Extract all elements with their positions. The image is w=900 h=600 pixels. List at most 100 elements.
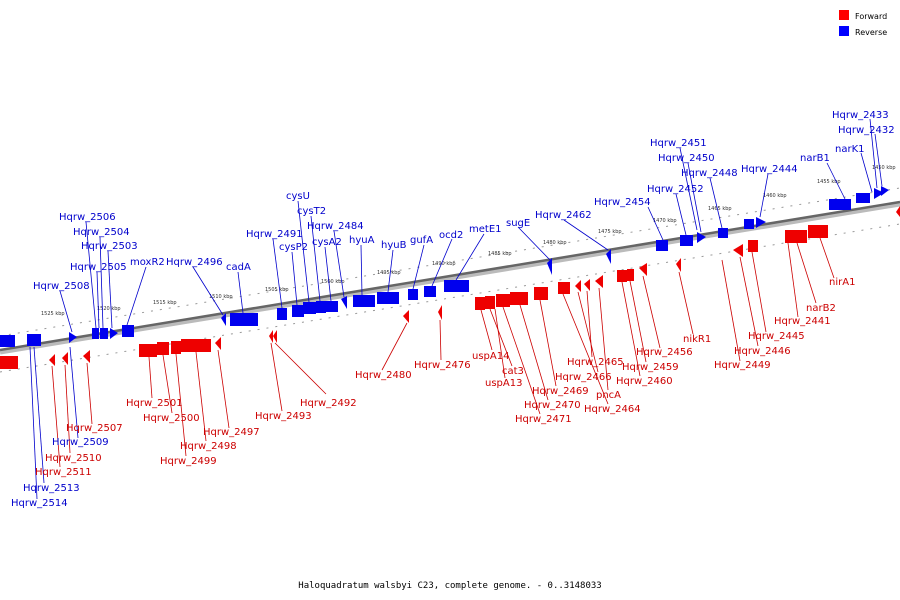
- gene-reverse: [881, 186, 889, 196]
- gene-forward: [215, 337, 221, 350]
- gene-label: Hqrw_2480: [355, 370, 412, 381]
- leader-line: [721, 259, 741, 362]
- gene-forward: [83, 350, 90, 363]
- gene-forward: [403, 310, 409, 323]
- gene-label: Hqrw_2492: [300, 398, 357, 409]
- gene-label: Hqrw_2510: [45, 453, 102, 464]
- gene-reverse: [277, 308, 287, 320]
- gene-reverse: [547, 258, 552, 275]
- gene-forward: [139, 344, 157, 357]
- genome-caption: Haloquadratum walsbyi C23, complete geno…: [298, 581, 601, 591]
- gene-forward: [273, 330, 277, 343]
- forward-gene-labels: nirA1 narB2 Hqrw_2441 Hqrw_2445 Hqrw_244…: [35, 277, 855, 478]
- gene-label: hyuB: [381, 240, 407, 251]
- gene-reverse: [92, 328, 99, 339]
- gene-label: uspA13: [485, 378, 522, 389]
- gene-label: Hqrw_2432: [838, 125, 895, 136]
- gene-reverse: [316, 301, 326, 313]
- leader-line: [272, 238, 283, 309]
- gene-reverse: [100, 328, 108, 339]
- gene-forward: [896, 206, 900, 217]
- gene-label: cysA2: [312, 237, 342, 248]
- gene-label: metE1: [469, 224, 502, 235]
- leader-line: [819, 237, 835, 279]
- legend: Forward Reverse: [839, 10, 887, 37]
- gene-reverse: [110, 328, 118, 339]
- leader-line: [598, 287, 609, 391]
- leader-line: [69, 346, 79, 439]
- leader-line: [874, 133, 883, 187]
- gene-label: pncA: [596, 390, 621, 401]
- gene-label: ocd2: [439, 230, 463, 241]
- gene-label: Hqrw_2433: [832, 110, 889, 121]
- gene-reverse: [744, 219, 754, 229]
- leader-line: [270, 342, 283, 412]
- gene-label: Hqrw_2504: [73, 227, 130, 238]
- gene-forward: [496, 294, 510, 307]
- gene-forward: [617, 270, 627, 282]
- gene-forward: [269, 330, 273, 343]
- gene-forward: [62, 352, 68, 365]
- gene-label: hyuA: [349, 235, 375, 246]
- gene-label: Hqrw_2501: [126, 398, 183, 409]
- gene-label: cysP2: [279, 242, 308, 253]
- gene-label: Hqrw_2441: [774, 316, 831, 327]
- gene-forward: [181, 339, 211, 352]
- gene-reverse: [230, 313, 258, 326]
- leader-line: [107, 250, 113, 329]
- leader-line: [324, 246, 332, 302]
- gene-reverse: [756, 217, 766, 228]
- gene-reverse: [680, 235, 693, 246]
- gene-label: Hqrw_2493: [255, 411, 312, 422]
- gene-label: Hqrw_2471: [515, 414, 572, 425]
- leader-line: [237, 271, 244, 314]
- gene-label: Hqrw_2497: [203, 427, 260, 438]
- leader-line: [562, 293, 609, 405]
- leader-line: [217, 349, 230, 429]
- gene-label: cysT2: [297, 206, 326, 217]
- reverse-leader-lines: [29, 118, 883, 500]
- gene-forward: [534, 287, 548, 300]
- gene-label: cat3: [502, 366, 524, 377]
- leader-line: [687, 162, 702, 233]
- gene-reverse: [874, 188, 884, 199]
- gene-forward: [438, 305, 442, 320]
- gene-forward: [510, 292, 528, 305]
- forward-genes: [0, 206, 900, 369]
- gene-reverse: [221, 313, 226, 326]
- leader-line: [96, 271, 100, 329]
- gene-label: Hqrw_2449: [714, 360, 771, 371]
- tick-labels: 1450 kbp 1455 kbp 1460 kbp 1465 kbp 1470…: [41, 165, 896, 317]
- leader-line: [577, 291, 599, 373]
- gene-label: Hqrw_2507: [66, 423, 123, 434]
- gene-label: Hqrw_2444: [741, 164, 798, 175]
- gene-reverse: [122, 325, 134, 337]
- leader-line: [291, 251, 298, 306]
- gene-forward: [558, 282, 570, 294]
- tick-label: 1480 kbp: [543, 240, 567, 246]
- gene-label: Hqrw_2452: [647, 184, 704, 195]
- gene-label: narB2: [806, 303, 836, 314]
- gene-reverse: [292, 305, 304, 317]
- gene-forward: [475, 297, 485, 310]
- gene-label: Hqrw_2460: [616, 376, 673, 387]
- leader-line: [860, 152, 873, 193]
- gene-label: nirA1: [829, 277, 855, 288]
- leader-line: [629, 280, 647, 363]
- gene-forward: [171, 341, 181, 354]
- gene-label: Hqrw_2499: [160, 456, 217, 467]
- leader-line: [586, 290, 593, 358]
- gene-forward: [157, 342, 169, 355]
- gene-label: narK1: [835, 144, 865, 155]
- gene-label: Hqrw_2469: [532, 386, 589, 397]
- gene-label: cysU: [286, 191, 310, 202]
- gene-reverse: [606, 249, 611, 264]
- legend-reverse-swatch: [839, 26, 849, 36]
- gene-label: nikR1: [683, 334, 711, 345]
- gene-label: Hqrw_2459: [622, 362, 679, 373]
- gene-label: uspA14: [472, 351, 509, 362]
- tick-label: 1500 kbp: [321, 279, 345, 285]
- leader-line: [751, 251, 767, 333]
- gene-label: Hqrw_2454: [594, 197, 651, 208]
- gene-label: sugE: [506, 218, 530, 229]
